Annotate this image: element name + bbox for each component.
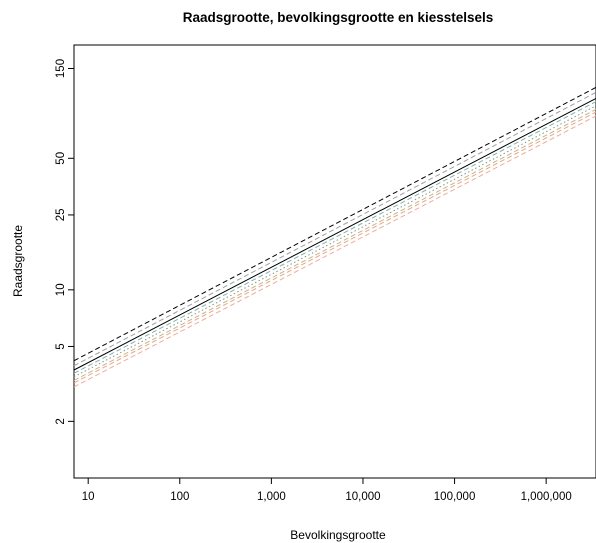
series-line-2 xyxy=(73,91,596,367)
y-tick-label: 10 xyxy=(55,283,67,296)
series-line-8 xyxy=(73,115,596,388)
x-tick-label: 100,000 xyxy=(434,491,476,503)
y-tick-label: 2 xyxy=(55,418,67,424)
y-tick-label: 25 xyxy=(55,209,67,222)
chart-title: Raadsgrootte, bevolkingsgrootte en kiess… xyxy=(183,10,494,25)
series-line-1 xyxy=(73,86,596,362)
y-tick-label: 50 xyxy=(55,152,67,165)
x-tick-label: 10,000 xyxy=(345,491,380,503)
series-line-7 xyxy=(73,111,596,384)
series-layer xyxy=(73,86,596,388)
plot-frame xyxy=(73,44,596,479)
x-tick-label: 100 xyxy=(170,491,189,503)
series-line-5 xyxy=(73,105,596,378)
x-tick-label: 10 xyxy=(82,491,95,503)
x-tick-label: 1,000,000 xyxy=(521,491,572,503)
series-line-3 xyxy=(73,97,596,371)
x-axis-label: Bevolkingsgrootte xyxy=(290,528,386,542)
y-tick-label: 150 xyxy=(55,59,67,78)
x-axis: 10 100 1,000 10,000 100,000 1,000,000 xyxy=(82,478,572,503)
y-tick-label: 5 xyxy=(55,343,67,349)
x-tick-label: 1,000 xyxy=(257,491,286,503)
series-line-4 xyxy=(73,101,596,374)
y-axis-label: Raadsgrootte xyxy=(11,225,25,297)
series-line-6 xyxy=(73,108,596,381)
